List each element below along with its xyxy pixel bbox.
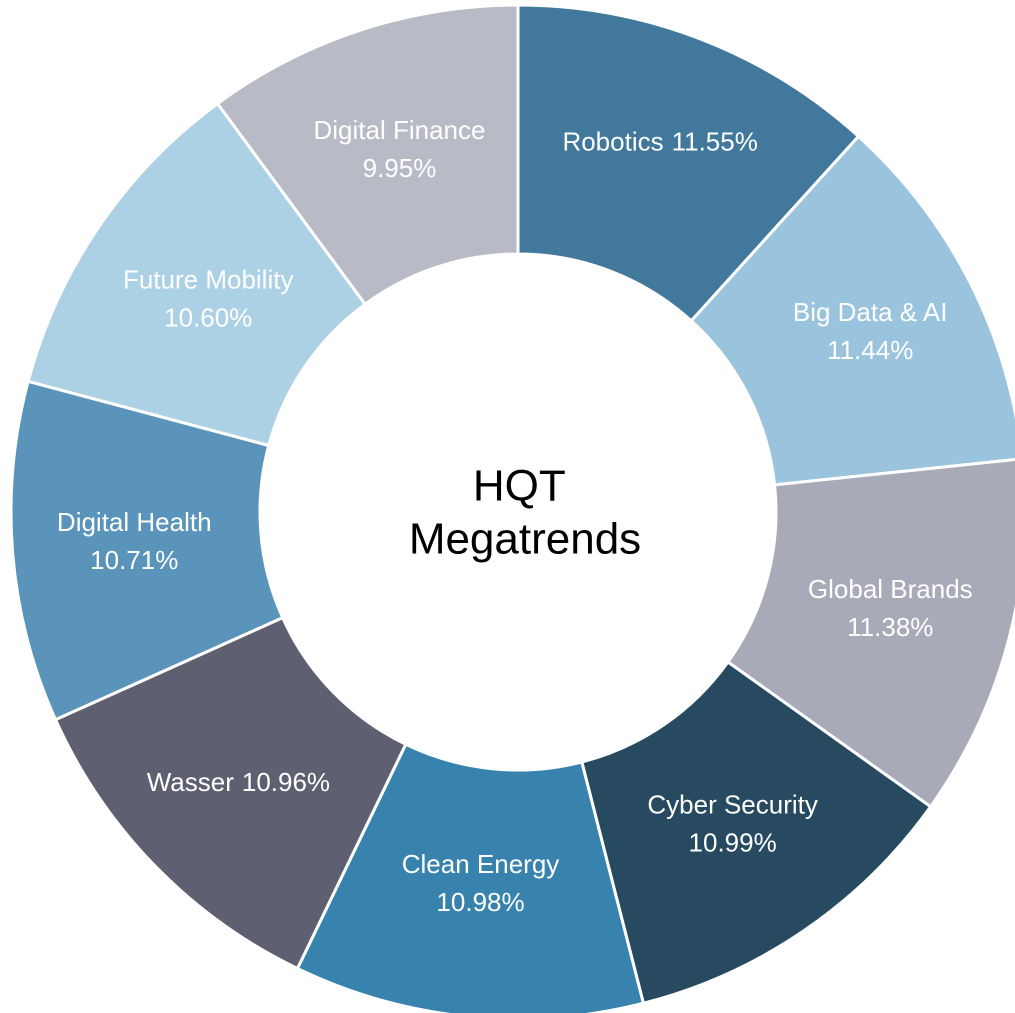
slice-label: Robotics 11.55%	[562, 126, 757, 156]
slice	[516, 3, 861, 323]
slice	[26, 101, 368, 448]
slice	[579, 659, 933, 1006]
category-label: Future Mobility	[123, 265, 294, 295]
category-label: Cyber Security	[647, 789, 818, 819]
value-label: 10.96%	[242, 767, 330, 797]
category-label: Big Data & AI	[793, 297, 948, 327]
slice-label: Cyber Security 10.99%	[647, 789, 818, 857]
slice-label: Digital Finance 9.95%	[313, 115, 485, 183]
value-label: 11.55%	[672, 126, 758, 156]
chart-title: HQT Megatrends	[409, 461, 641, 563]
value-label: 9.95%	[363, 153, 437, 183]
slice-label: Wasser 10.96%	[147, 767, 330, 797]
slice	[725, 458, 1015, 809]
slice	[9, 379, 285, 722]
slice	[689, 134, 1015, 487]
category-label: Clean Energy	[402, 849, 560, 879]
value-label: 11.38%	[847, 612, 933, 642]
slice-label: Clean Energy 10.98%	[402, 849, 560, 917]
slices	[9, 3, 1015, 1013]
slice-label: Digital Health 10.71%	[57, 507, 212, 575]
value-label: 10.71%	[90, 545, 178, 575]
slice-label: Future Mobility 10.60%	[123, 265, 294, 333]
value-label: 11.44%	[827, 335, 913, 365]
slice-label: Global Brands 11.38%	[808, 574, 973, 642]
slice	[215, 3, 520, 307]
value-label: 10.98%	[436, 887, 524, 917]
value-label: 10.99%	[689, 827, 777, 857]
category-label: Global Brands	[808, 574, 973, 604]
category-label: Wasser	[147, 767, 234, 797]
category-label: Digital Finance	[313, 115, 485, 145]
category-label: Digital Health	[57, 507, 212, 537]
value-label: 10.60%	[164, 303, 252, 333]
slice-label: Big Data & AI 11.44%	[793, 297, 948, 365]
category-label: Robotics	[562, 126, 663, 156]
slice	[53, 615, 408, 971]
slice	[295, 742, 646, 1013]
